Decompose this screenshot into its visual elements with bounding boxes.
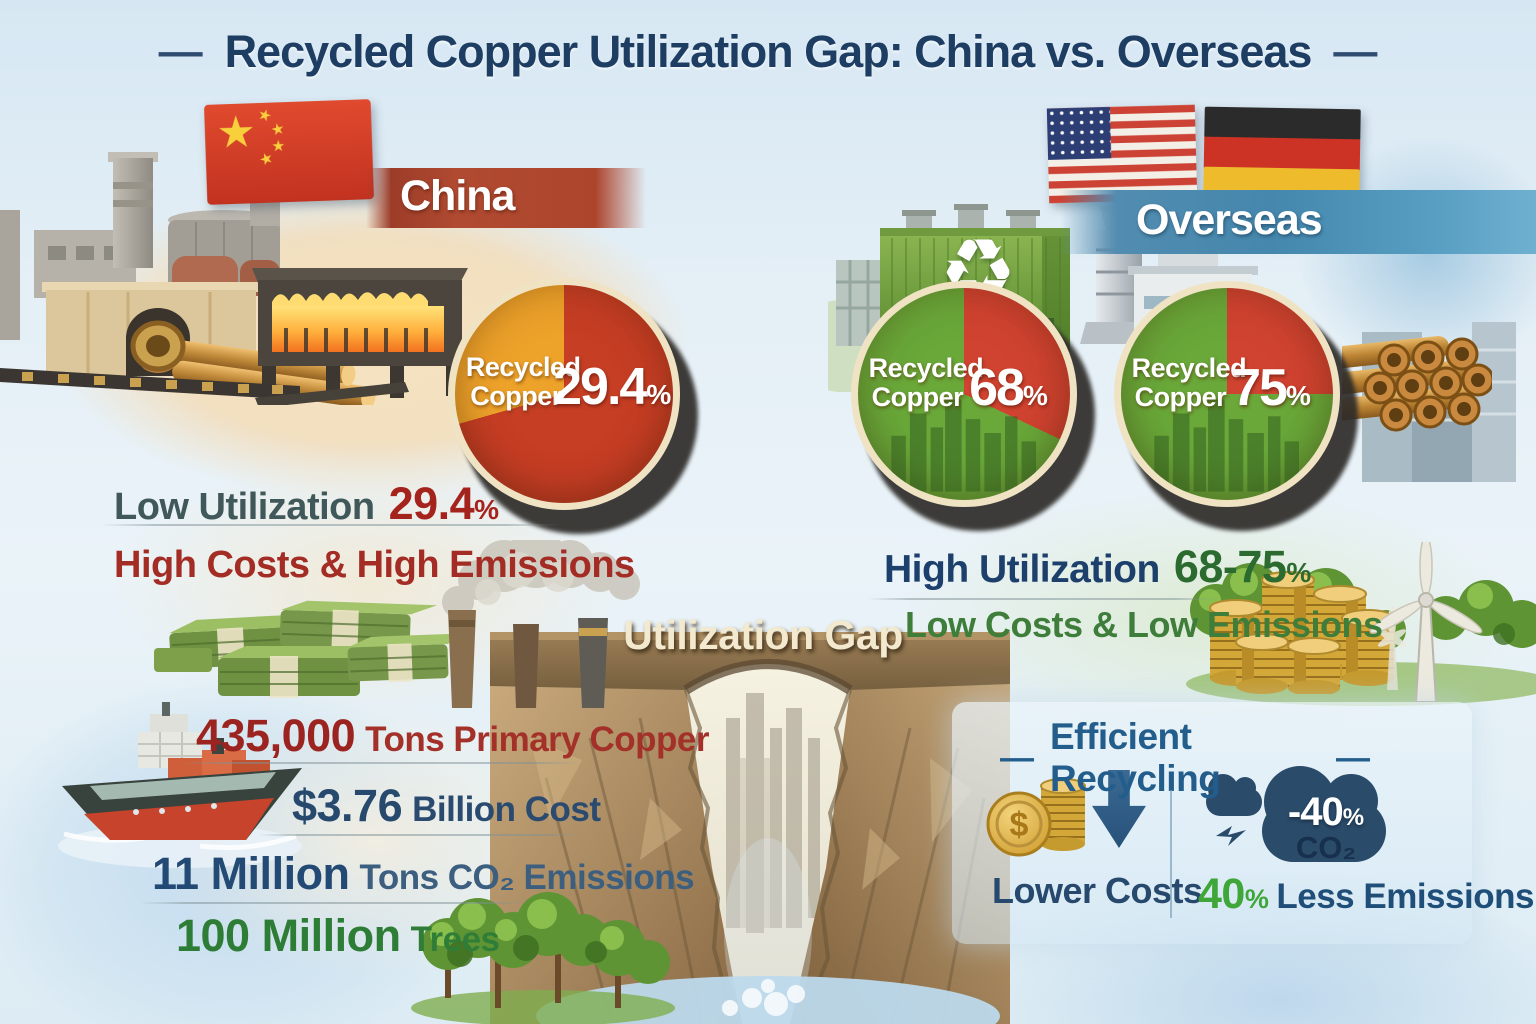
overseas-pie-face-germany: Recycled Copper 75% [1114, 281, 1340, 507]
overseas-pie-value: 68% [969, 358, 1048, 417]
overseas-banner: Overseas [1060, 190, 1536, 254]
overseas-pie-face-usa: Recycled Copper 68% [851, 281, 1077, 507]
china-banner-label: China [400, 172, 515, 220]
divider-line [100, 524, 560, 526]
overseas-utilization-value: 68-75 [1173, 541, 1287, 592]
panel-divider [1170, 790, 1172, 918]
efficient-recycling-title: — Efficient Recycling — [1000, 716, 1370, 799]
overseas-pie-chart-germany: Recycled Copper 75% [1114, 281, 1358, 531]
china-pie-value: 29.4% [553, 357, 672, 416]
co2-reduction-value: -40% [1287, 790, 1365, 834]
china-pie-label: Recycled Copper [465, 351, 581, 411]
overseas-utilization-stat: High Utilization 68-75% [884, 541, 1311, 592]
co2-emissions-stat: 11 Million Tons CO₂ Emissions [152, 848, 695, 899]
co2-gas-label: CO₂ [1295, 830, 1357, 865]
china-utilization-label: Low Utilization [114, 486, 375, 528]
china-costs-stat: High Costs & High Emissions [114, 544, 635, 586]
emission-zigzag-icon [1216, 826, 1246, 846]
wind-turbine-illustration [1369, 542, 1483, 703]
china-flag-icon [204, 99, 374, 205]
china-pie-face: Recycled Copper 29.4% [448, 278, 680, 510]
dollar-sign-icon: $ [1010, 806, 1029, 844]
divider-line [258, 834, 583, 836]
overseas-costs-stat: Low Costs & Low Emissions [905, 604, 1383, 645]
title-right-dash: — [1333, 27, 1378, 76]
trees-stat: 100 Million Trees [176, 910, 500, 961]
title-left-dash: — [158, 27, 203, 76]
overseas-banner-label: Overseas [1136, 196, 1323, 244]
page-title: — Recycled Copper Utilization Gap: China… [0, 26, 1536, 78]
china-utilization-stat: Low Utilization 29.4% [114, 478, 499, 529]
title-text: Recycled Copper Utilization Gap: China v… [224, 26, 1313, 77]
overseas-utilization-label: High Utilization [884, 548, 1160, 591]
divider-line [868, 598, 1218, 600]
overseas-pie-chart-usa: Recycled Copper 68% [851, 281, 1095, 531]
less-emissions-stat: 40% Less Emissions [1198, 870, 1534, 918]
divider-line [140, 902, 530, 904]
germany-flag-icon [1203, 106, 1361, 202]
china-utilization-value: 29.4 [388, 478, 475, 529]
divider-line [180, 762, 580, 764]
utilization-gap-label: Utilization Gap [623, 612, 903, 658]
overseas-pie-label: Recycled Copper [1131, 352, 1247, 412]
china-pie-chart: Recycled Copper 29.4% [448, 278, 698, 534]
primary-copper-stat: 435,000 Tons Primary Copper [196, 710, 709, 761]
overseas-pie-value: 75% [1232, 358, 1311, 417]
money-stacks-illustration [154, 600, 452, 698]
usa-flag-icon [1046, 104, 1198, 204]
cost-stat: $3.76 Billion Cost [292, 780, 601, 831]
small-cloud-icon [1206, 774, 1262, 816]
copper-pipes-illustration [1342, 336, 1492, 432]
china-banner: China [366, 168, 646, 228]
overseas-pie-label: Recycled Copper [868, 352, 984, 412]
